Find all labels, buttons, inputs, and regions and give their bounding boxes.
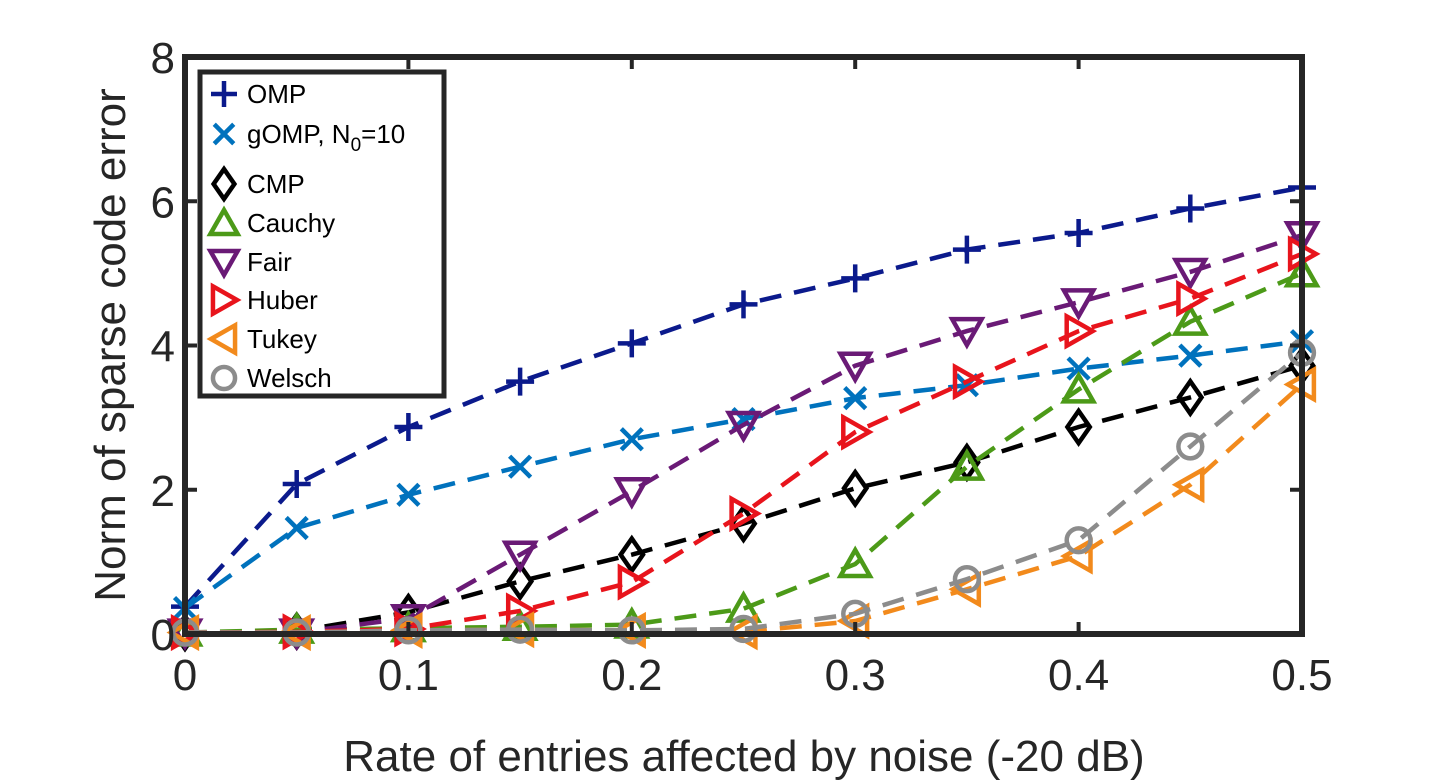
series-line (185, 233, 1303, 635)
data-point (724, 410, 763, 444)
data-point (617, 563, 651, 601)
legend-marker (210, 364, 238, 392)
legend-item: Cauchy (206, 205, 335, 238)
data-point (1066, 356, 1091, 381)
data-point (1064, 406, 1093, 448)
legend-item: OMP (211, 79, 306, 109)
data-point (1171, 466, 1205, 504)
data-point (505, 615, 535, 644)
data-point (394, 413, 423, 442)
legend-marker (206, 321, 238, 357)
x-tick-label: 0.1 (378, 651, 439, 700)
data-point (1176, 432, 1205, 461)
legend-label: Fair (247, 247, 292, 277)
data-point (613, 477, 651, 510)
data-point (841, 468, 870, 509)
legend-marker (211, 81, 237, 107)
data-point (508, 454, 533, 479)
data-point (1064, 312, 1098, 350)
x-tick-label: 0.4 (1048, 651, 1109, 700)
legend-item: Welsch (210, 363, 332, 393)
legend-item: Tukey (206, 321, 317, 357)
data-point (729, 614, 758, 644)
legend-label: CMP (247, 169, 305, 199)
x-tick-label: 0.5 (1271, 651, 1332, 700)
x-tick-label: 0.2 (601, 651, 662, 700)
x-tick-label: 0 (173, 651, 197, 700)
data-point (952, 235, 981, 264)
data-point (724, 590, 763, 623)
y-tick-label: 6 (151, 178, 175, 227)
data-point (619, 427, 644, 452)
data-point (729, 494, 763, 533)
ticks-layer: 0 0.1 0.2 0.3 0.4 0.5 0 2 4 6 8 (151, 34, 1333, 700)
data-point (1176, 280, 1209, 318)
data-point (396, 482, 421, 507)
legend-item: CMP (210, 165, 305, 203)
legend-item: Huber (210, 282, 318, 318)
data-point (1171, 257, 1209, 291)
legend-label: OMP (247, 79, 306, 109)
data-point (836, 545, 874, 579)
data-point (948, 316, 986, 350)
data-point (952, 362, 986, 401)
legend-marker (210, 282, 242, 318)
legend-box (197, 69, 447, 399)
data-point (282, 469, 311, 498)
data-point (284, 515, 309, 541)
data-point (1064, 218, 1093, 247)
data-point (617, 616, 646, 645)
y-tick-label: 0 (151, 611, 175, 660)
y-tick-label: 4 (151, 323, 175, 372)
data-point (617, 534, 646, 575)
data-point (501, 540, 539, 574)
data-point (506, 561, 535, 602)
data-point (948, 448, 986, 481)
data-point (1176, 377, 1205, 418)
data-point (1060, 288, 1098, 321)
data-point (836, 351, 874, 385)
legend-marker (212, 122, 236, 146)
data-point (394, 616, 423, 645)
data-point (617, 329, 646, 358)
data-point (506, 367, 535, 396)
x-tick-label: 0.3 (825, 651, 886, 700)
data-point (1178, 343, 1203, 368)
legend-marker (210, 165, 238, 203)
legend-label: Tukey (247, 324, 317, 354)
data-point (1064, 526, 1093, 555)
legend-marker (206, 205, 242, 237)
data-point (952, 565, 982, 594)
legend-item: Fair (206, 247, 292, 280)
data-point (729, 290, 758, 319)
legend-label: Huber (247, 285, 318, 315)
data-point (1060, 537, 1093, 575)
y-tick-label: 8 (151, 34, 175, 83)
data-point (948, 570, 982, 608)
x-axis-label: Rate of entries affected by noise (-20 d… (343, 732, 1144, 781)
legend-label: Welsch (247, 363, 332, 393)
data-point (1060, 370, 1098, 404)
data-point (1176, 194, 1205, 223)
data-point (841, 264, 870, 293)
data-point (1171, 303, 1209, 336)
legend-marker (206, 248, 242, 280)
y-axis-label: Norm of sparse code error (86, 88, 135, 602)
legend-label: Cauchy (247, 208, 335, 238)
data-point (843, 386, 868, 411)
y-tick-label: 2 (151, 467, 175, 516)
data-point (841, 413, 874, 451)
